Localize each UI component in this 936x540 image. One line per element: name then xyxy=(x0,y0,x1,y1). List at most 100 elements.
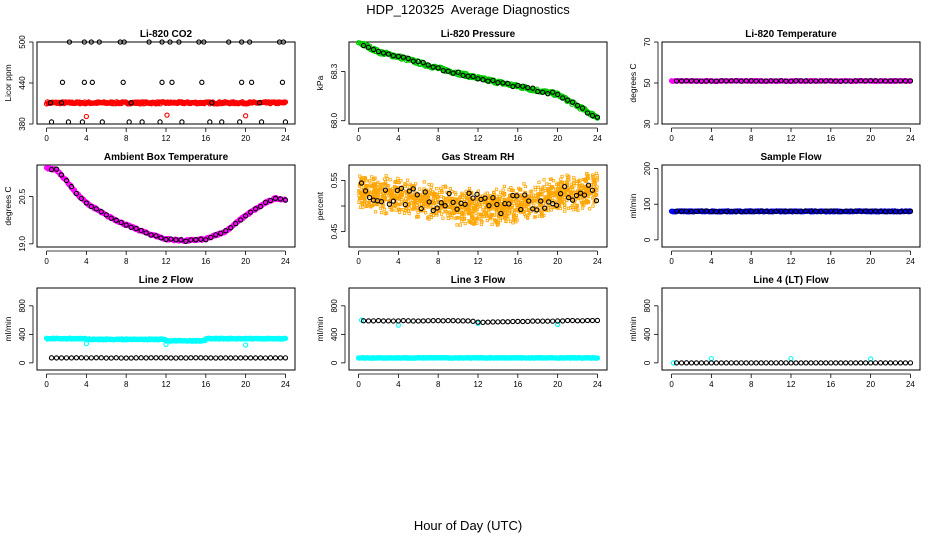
data-point xyxy=(473,206,477,210)
y-axis-label: ml/min xyxy=(3,316,13,341)
data-point xyxy=(521,201,525,205)
data-point xyxy=(368,179,372,183)
x-tick-label: 16 xyxy=(513,134,522,143)
data-point xyxy=(506,201,512,207)
data-point xyxy=(863,78,869,84)
data-point xyxy=(118,355,124,361)
data-point xyxy=(537,180,541,184)
data-point xyxy=(566,206,570,210)
x-tick-label: 20 xyxy=(553,257,562,266)
data-point xyxy=(360,42,367,49)
data-point xyxy=(515,82,521,89)
data-point xyxy=(483,192,487,196)
data-point xyxy=(581,192,588,198)
data-point xyxy=(808,360,814,366)
data-point xyxy=(535,318,541,324)
data-point xyxy=(439,194,443,199)
data-point xyxy=(430,183,434,187)
data-point xyxy=(778,78,784,84)
x-tick-label: 16 xyxy=(513,380,522,389)
data-point xyxy=(584,200,588,204)
x-tick-label: 16 xyxy=(201,257,210,266)
data-point xyxy=(199,79,205,85)
data-point xyxy=(385,184,390,188)
data-point xyxy=(848,360,854,366)
y-tick-label: 800 xyxy=(330,299,339,313)
data-point xyxy=(758,208,764,214)
data-point xyxy=(242,213,249,219)
data-point xyxy=(405,318,411,324)
data-point xyxy=(257,203,264,210)
data-point xyxy=(430,64,436,70)
data-point xyxy=(207,119,213,125)
data-point xyxy=(465,73,471,79)
chart-title: Li-820 Pressure xyxy=(441,29,516,40)
data-point xyxy=(68,183,75,190)
data-point xyxy=(358,174,362,178)
data-point xyxy=(585,189,589,193)
data-point xyxy=(803,78,809,84)
chart-title: Line 2 Flow xyxy=(139,275,194,286)
data-point xyxy=(743,78,749,84)
data-point xyxy=(53,355,60,361)
data-point xyxy=(479,212,483,217)
data-point xyxy=(158,235,164,241)
data-point xyxy=(420,60,426,66)
data-point xyxy=(867,78,874,84)
data-point xyxy=(366,194,373,201)
data-point xyxy=(415,58,421,65)
data-point xyxy=(164,112,170,118)
x-tick-label: 16 xyxy=(826,380,835,389)
data-point xyxy=(470,215,474,219)
data-point xyxy=(693,208,700,215)
y-tick-label: 400 xyxy=(18,327,27,341)
data-point xyxy=(247,209,254,215)
data-point xyxy=(203,237,209,243)
data-point xyxy=(803,360,809,366)
data-point xyxy=(582,184,587,189)
data-point xyxy=(877,360,884,366)
data-point xyxy=(435,318,441,324)
data-point xyxy=(386,201,393,207)
data-point xyxy=(442,200,446,204)
data-point xyxy=(848,78,854,84)
data-point xyxy=(723,208,729,215)
y-tick-label: 400 xyxy=(643,327,652,341)
data-point xyxy=(853,360,859,366)
data-point xyxy=(569,99,576,105)
data-point xyxy=(450,317,456,324)
chart-panel-8: Line 3 Flow ml/min 0 4 8 12 16 20 24 0 400 800 xyxy=(315,275,608,389)
x-tick-label: 24 xyxy=(906,380,915,389)
data-point xyxy=(564,97,571,103)
data-point xyxy=(562,180,566,185)
data-point xyxy=(678,360,685,366)
data-point xyxy=(365,318,372,324)
data-point xyxy=(282,197,289,203)
x-tick-label: 8 xyxy=(749,380,754,389)
data-point xyxy=(168,236,174,242)
data-point xyxy=(591,178,595,182)
data-point xyxy=(455,223,459,227)
data-point xyxy=(96,39,102,45)
x-tick-label: 12 xyxy=(787,134,796,143)
data-point xyxy=(594,355,601,361)
data-point xyxy=(496,222,500,227)
data-point xyxy=(47,100,54,106)
x-tick-label: 12 xyxy=(162,257,171,266)
data-point xyxy=(892,78,899,84)
data-point xyxy=(783,78,789,84)
data-point xyxy=(548,190,552,195)
data-point xyxy=(252,206,259,212)
data-point xyxy=(380,183,384,187)
data-point xyxy=(531,203,536,207)
data-point xyxy=(397,210,402,214)
plot-frame xyxy=(36,164,296,248)
data-point xyxy=(388,178,392,182)
x-tick-label: 20 xyxy=(866,257,875,266)
data-point xyxy=(73,355,80,361)
data-point xyxy=(788,360,794,366)
data-point xyxy=(98,209,104,215)
data-point xyxy=(384,211,389,215)
data-point xyxy=(390,198,397,204)
data-point xyxy=(783,208,789,214)
